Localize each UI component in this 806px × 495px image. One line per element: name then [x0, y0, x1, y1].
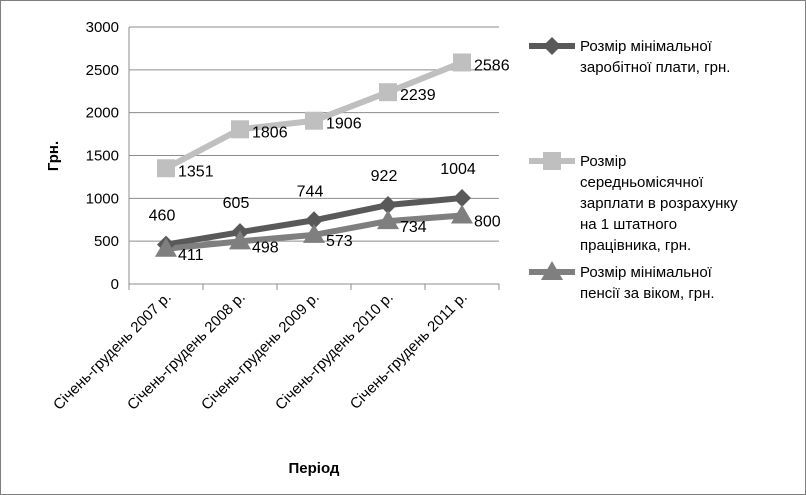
data-label: 800: [474, 213, 501, 230]
y-tick-label: 0: [111, 276, 119, 293]
legend-marker: [543, 152, 561, 170]
data-label: 411: [178, 247, 204, 264]
data-label: 498: [252, 239, 279, 256]
data-point-3: [229, 230, 251, 250]
data-label: 1351: [178, 163, 214, 180]
legend-marker: [543, 37, 561, 55]
y-axis-title: Грн.: [45, 141, 62, 171]
y-tick-label: 1500: [86, 148, 119, 165]
y-tick-label: 3000: [86, 19, 119, 36]
data-point-2: [453, 53, 471, 72]
data-point-1: [305, 211, 323, 230]
data-label: 744: [297, 183, 324, 200]
legend-label: Розмір мінімальної: [580, 264, 713, 281]
data-point-3: [303, 223, 325, 243]
data-point-2: [305, 111, 323, 130]
legend-label: середньомісячної: [580, 174, 704, 191]
legend-label: заробітної плати, грн.: [580, 59, 730, 76]
legend-marker: [541, 261, 563, 280]
data-label: 605: [223, 195, 250, 212]
data-point-2: [157, 159, 175, 178]
data-label: 2586: [474, 57, 510, 74]
data-label: 1906: [326, 116, 362, 133]
data-point-3: [377, 210, 399, 230]
data-label: 1806: [252, 124, 288, 141]
data-point-2: [231, 120, 249, 139]
data-point-1: [453, 188, 471, 207]
data-point-3: [155, 237, 177, 257]
data-label: 734: [400, 219, 427, 236]
y-tick-label: 2000: [86, 105, 119, 122]
x-tick-label: Січень-грудень 2007 р.: [50, 289, 175, 414]
y-tick-label: 500: [94, 233, 119, 250]
data-label: 573: [326, 233, 353, 250]
legend-label: на 1 штатного: [580, 216, 677, 233]
data-label: 1004: [440, 161, 476, 178]
y-tick-label: 2500: [86, 62, 119, 79]
y-tick-label: 1000: [86, 190, 119, 207]
legend-label: пенсії за віком, грн.: [580, 285, 715, 302]
legend-label: зарплати в розрахунку: [580, 195, 738, 212]
data-label: 2239: [400, 87, 436, 104]
data-label: 460: [149, 208, 176, 225]
data-point-2: [379, 83, 397, 102]
data-label: 922: [371, 168, 398, 185]
legend-label: працівника, грн.: [580, 237, 691, 254]
legend-label: Розмір мінімальної: [580, 38, 713, 55]
x-axis-title: Період: [289, 460, 340, 477]
data-point-3: [451, 204, 473, 224]
data-point-1: [379, 196, 397, 215]
legend-label: Розмір: [580, 153, 626, 170]
